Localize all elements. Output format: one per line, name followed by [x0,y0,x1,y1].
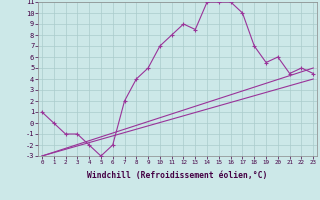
X-axis label: Windchill (Refroidissement éolien,°C): Windchill (Refroidissement éolien,°C) [87,171,268,180]
